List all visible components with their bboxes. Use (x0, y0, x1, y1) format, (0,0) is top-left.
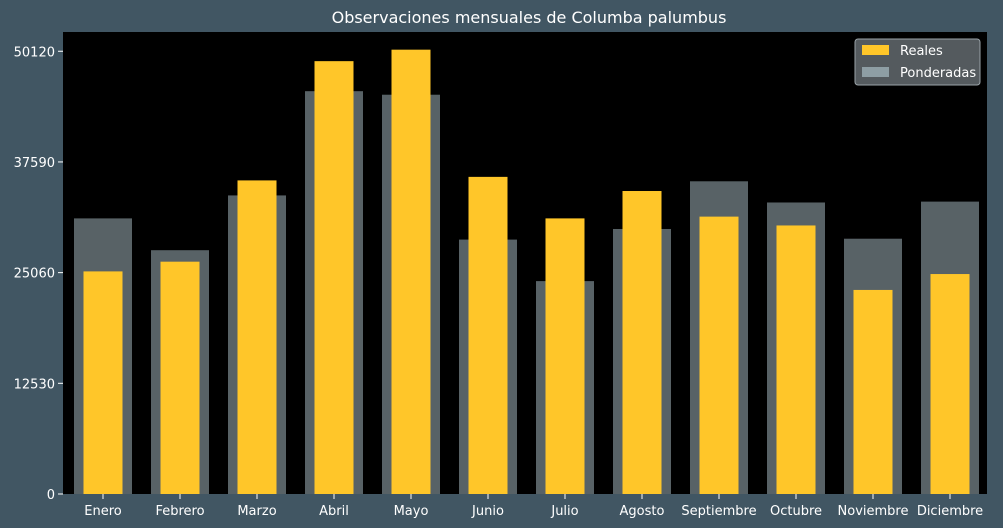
y-tick-label-1: 12530 (14, 377, 55, 392)
x-tick-label-6: Julio (550, 504, 578, 519)
x-tick-label-3: Abril (319, 504, 349, 519)
y-axis: 0 12530 25060 37590 50120 (14, 45, 63, 503)
bar-reales-4 (391, 49, 431, 495)
bar-reales-2 (237, 180, 277, 495)
bar-reales-6 (545, 218, 585, 494)
bar-reales-7 (622, 191, 662, 494)
x-tick-label-2: Marzo (237, 504, 276, 519)
series-reales (83, 49, 970, 495)
bar-reales-10 (853, 289, 893, 494)
bar-reales-9 (776, 225, 816, 495)
bar-reales-5 (468, 176, 508, 494)
chart-title: Observaciones mensuales de Columba palum… (332, 8, 727, 27)
y-tick-label-3: 37590 (14, 156, 55, 171)
legend-swatch-reales (862, 45, 889, 55)
plot-area (63, 32, 987, 494)
legend-swatch-ponderadas (862, 67, 889, 77)
x-tick-label-1: Febrero (155, 504, 204, 519)
bar-reales-1 (160, 261, 200, 494)
bar-reales-3 (314, 61, 354, 494)
bar-reales-0 (83, 271, 123, 494)
legend-label-ponderadas: Ponderadas (900, 66, 976, 81)
x-tick-label-9: Octubre (770, 504, 822, 519)
x-tick-label-8: Septiembre (681, 504, 756, 519)
y-tick-label-2: 25060 (14, 267, 55, 282)
x-tick-label-4: Mayo (394, 504, 429, 519)
x-tick-label-11: Diciembre (917, 504, 983, 519)
legend: Reales Ponderadas (854, 38, 981, 86)
x-tick-label-10: Noviembre (838, 504, 909, 519)
y-tick-label-4: 50120 (14, 45, 55, 60)
bar-reales-11 (930, 274, 970, 494)
y-tick-label-0: 0 (47, 488, 55, 503)
x-axis: Enero Febrero Marzo Abril Mayo Junio Julio Agos… (84, 494, 983, 519)
legend-label-reales: Reales (900, 44, 943, 59)
x-tick-label-0: Enero (84, 504, 122, 519)
bar-reales-8 (699, 216, 739, 494)
x-tick-label-5: Junio (471, 504, 504, 519)
x-tick-label-7: Agosto (620, 504, 665, 519)
